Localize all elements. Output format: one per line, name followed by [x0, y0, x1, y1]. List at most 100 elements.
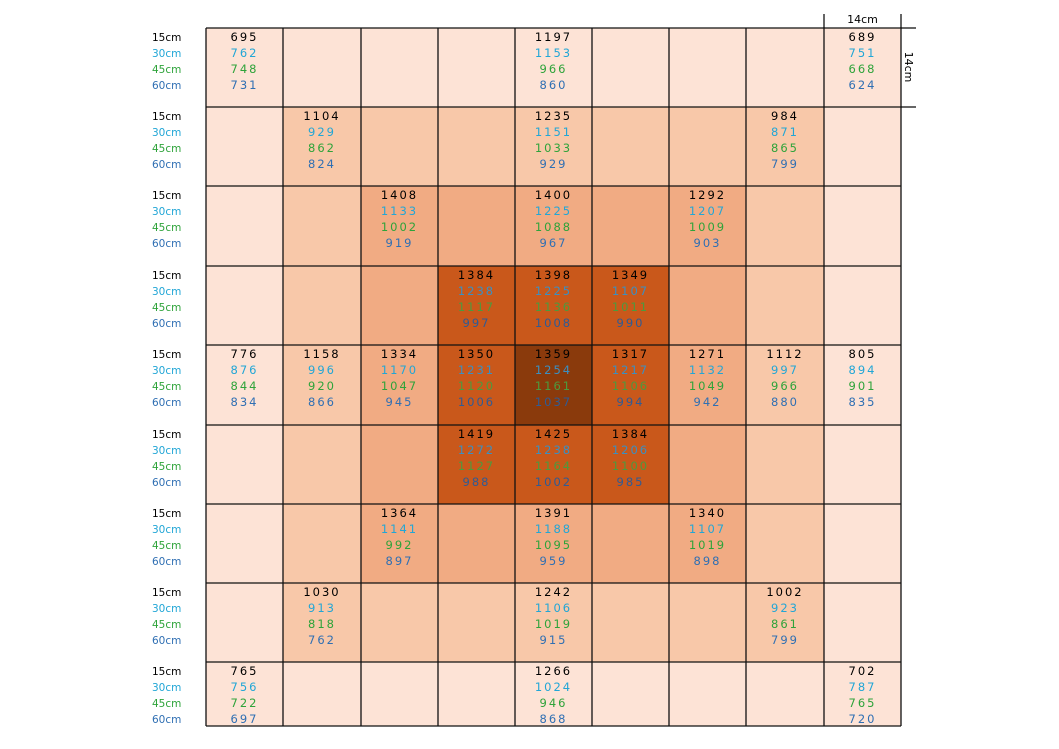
heatmap-cell-r4-c4: [515, 345, 592, 425]
heatmap-cell-r1-c7: [746, 107, 824, 186]
heatmap-cell-r6-c8: [824, 504, 901, 583]
heatmap-cell-r7-c5: [592, 583, 669, 662]
depth-label-row2-30cm: 30cm: [152, 206, 181, 218]
cell-value-r4-c6-30cm: 1132: [689, 363, 726, 377]
heatmap-cell-r6-c2: [361, 504, 438, 583]
cell-value-r0-c4-60cm: 860: [540, 78, 568, 92]
cell-value-r4-c1-60cm: 866: [308, 395, 336, 409]
cell-value-r7-c4-15cm: 1242: [535, 585, 572, 599]
cell-value-r2-c4-15cm: 1400: [535, 188, 572, 202]
cell-value-r4-c1-15cm: 1158: [303, 347, 340, 361]
heatmap-cell-r3-c5: [592, 266, 669, 345]
depth-label-row0-30cm: 30cm: [152, 48, 181, 60]
cell-value-r0-c0-60cm: 731: [231, 78, 259, 92]
heatmap-cell-r6-c7: [746, 504, 824, 583]
cell-value-r4-c7-45cm: 966: [771, 379, 799, 393]
heatmap-cell-r2-c6: [669, 186, 746, 266]
heatmap-cell-r3-c1: [283, 266, 361, 345]
heatmap-cell-r3-c4: [515, 266, 592, 345]
heatmap-cell-r8-c3: [438, 662, 515, 726]
heatmap-cell-r7-c2: [361, 583, 438, 662]
cell-value-r8-c4-60cm: 868: [540, 712, 568, 726]
cell-value-r7-c1-45cm: 818: [308, 617, 336, 631]
cell-value-r2-c6-15cm: 1292: [689, 188, 726, 202]
heatmap-cell-r5-c2: [361, 425, 438, 504]
heatmap-cell-r5-c0: [206, 425, 283, 504]
cell-value-r4-c2-30cm: 1170: [381, 363, 418, 377]
heatmap-cell-r7-c3: [438, 583, 515, 662]
cell-value-r2-c6-30cm: 1207: [689, 204, 726, 218]
cell-value-r4-c4-60cm: 1037: [535, 395, 572, 409]
heatmap-cell-r2-c4: [515, 186, 592, 266]
depth-label-row1-45cm: 45cm: [152, 143, 181, 155]
cell-value-r3-c5-45cm: 1011: [612, 300, 649, 314]
heatmap-cell-r0-c0: [206, 28, 283, 107]
cell-value-r3-c3-15cm: 1384: [458, 268, 495, 282]
cell-value-r4-c3-15cm: 1350: [458, 347, 495, 361]
cell-value-r1-c7-60cm: 799: [771, 157, 799, 171]
heatmap-cell-r3-c6: [669, 266, 746, 345]
heatmap-cell-r7-c6: [669, 583, 746, 662]
cell-value-r5-c3-45cm: 1127: [458, 459, 495, 473]
cell-value-r7-c7-30cm: 923: [771, 601, 799, 615]
cell-value-r2-c2-45cm: 1002: [381, 220, 418, 234]
heatmap-cell-r8-c7: [746, 662, 824, 726]
cell-value-r7-c4-30cm: 1106: [535, 601, 572, 615]
dimension-label-right: 14cm: [902, 52, 915, 83]
depth-label-row4-60cm: 60cm: [152, 397, 181, 409]
heatmap-cell-r1-c0: [206, 107, 283, 186]
cell-value-r1-c7-30cm: 871: [771, 125, 799, 139]
cell-value-r7-c7-45cm: 861: [771, 617, 799, 631]
heatmap-cell-r8-c2: [361, 662, 438, 726]
cell-value-r3-c5-15cm: 1349: [612, 268, 649, 282]
cell-value-r7-c4-45cm: 1019: [535, 617, 572, 631]
cell-value-r2-c6-45cm: 1009: [689, 220, 726, 234]
heatmap-cell-r2-c0: [206, 186, 283, 266]
cell-value-r0-c4-45cm: 966: [540, 62, 568, 76]
cell-value-r8-c8-45cm: 765: [849, 696, 877, 710]
cell-value-r5-c5-30cm: 1206: [612, 443, 649, 457]
cell-value-r6-c2-15cm: 1364: [381, 506, 418, 520]
cell-value-r2-c6-60cm: 903: [694, 236, 722, 250]
cell-value-r4-c2-60cm: 945: [386, 395, 414, 409]
heatmap-cell-r1-c8: [824, 107, 901, 186]
cell-value-r8-c0-15cm: 765: [231, 664, 259, 678]
depth-label-row8-45cm: 45cm: [152, 698, 181, 710]
depth-label-row4-45cm: 45cm: [152, 381, 181, 393]
cell-value-r4-c8-60cm: 835: [849, 395, 877, 409]
cell-value-r6-c2-45cm: 992: [386, 538, 414, 552]
cell-value-r1-c4-15cm: 1235: [535, 109, 572, 123]
values-layer: 695 762 748 731 1197 1153 966 860 689 751 668 624 11…: [231, 30, 877, 726]
depth-label-row8-60cm: 60cm: [152, 714, 181, 726]
depth-label-row6-45cm: 45cm: [152, 540, 181, 552]
cell-value-r4-c8-15cm: 805: [849, 347, 877, 361]
heatmap-cell-r5-c8: [824, 425, 901, 504]
cell-value-r6-c6-30cm: 1107: [689, 522, 726, 536]
dimension-layer: 14cm 14cm: [823, 13, 916, 108]
cell-value-r6-c2-30cm: 1141: [381, 522, 418, 536]
heatmap-cell-r0-c1: [283, 28, 361, 107]
heatmap-cell-r2-c7: [746, 186, 824, 266]
cell-value-r4-c5-60cm: 994: [617, 395, 645, 409]
cell-value-r4-c7-30cm: 997: [771, 363, 799, 377]
cell-value-r3-c4-60cm: 1008: [535, 316, 572, 330]
depth-label-row5-45cm: 45cm: [152, 461, 181, 473]
cell-value-r5-c4-15cm: 1425: [535, 427, 572, 441]
cell-value-r4-c3-60cm: 1006: [458, 395, 495, 409]
depth-label-row5-30cm: 30cm: [152, 445, 181, 457]
depth-label-row7-60cm: 60cm: [152, 635, 181, 647]
heatmap-cell-r6-c5: [592, 504, 669, 583]
heatmap-cell-r6-c1: [283, 504, 361, 583]
heatmap-cell-r2-c1: [283, 186, 361, 266]
heatmap-cell-r0-c8: [824, 28, 901, 107]
cell-value-r6-c4-30cm: 1188: [535, 522, 572, 536]
cell-value-r2-c2-30cm: 1133: [381, 204, 418, 218]
cell-value-r7-c4-60cm: 915: [540, 633, 568, 647]
cell-value-r6-c6-60cm: 898: [694, 554, 722, 568]
cell-value-r7-c7-15cm: 1002: [766, 585, 803, 599]
heatmap-cell-r2-c5: [592, 186, 669, 266]
cell-value-r8-c4-30cm: 1024: [535, 680, 572, 694]
heatmap-cell-r6-c0: [206, 504, 283, 583]
gridlines-layer: [205, 27, 902, 727]
heatmap-cell-r7-c1: [283, 583, 361, 662]
